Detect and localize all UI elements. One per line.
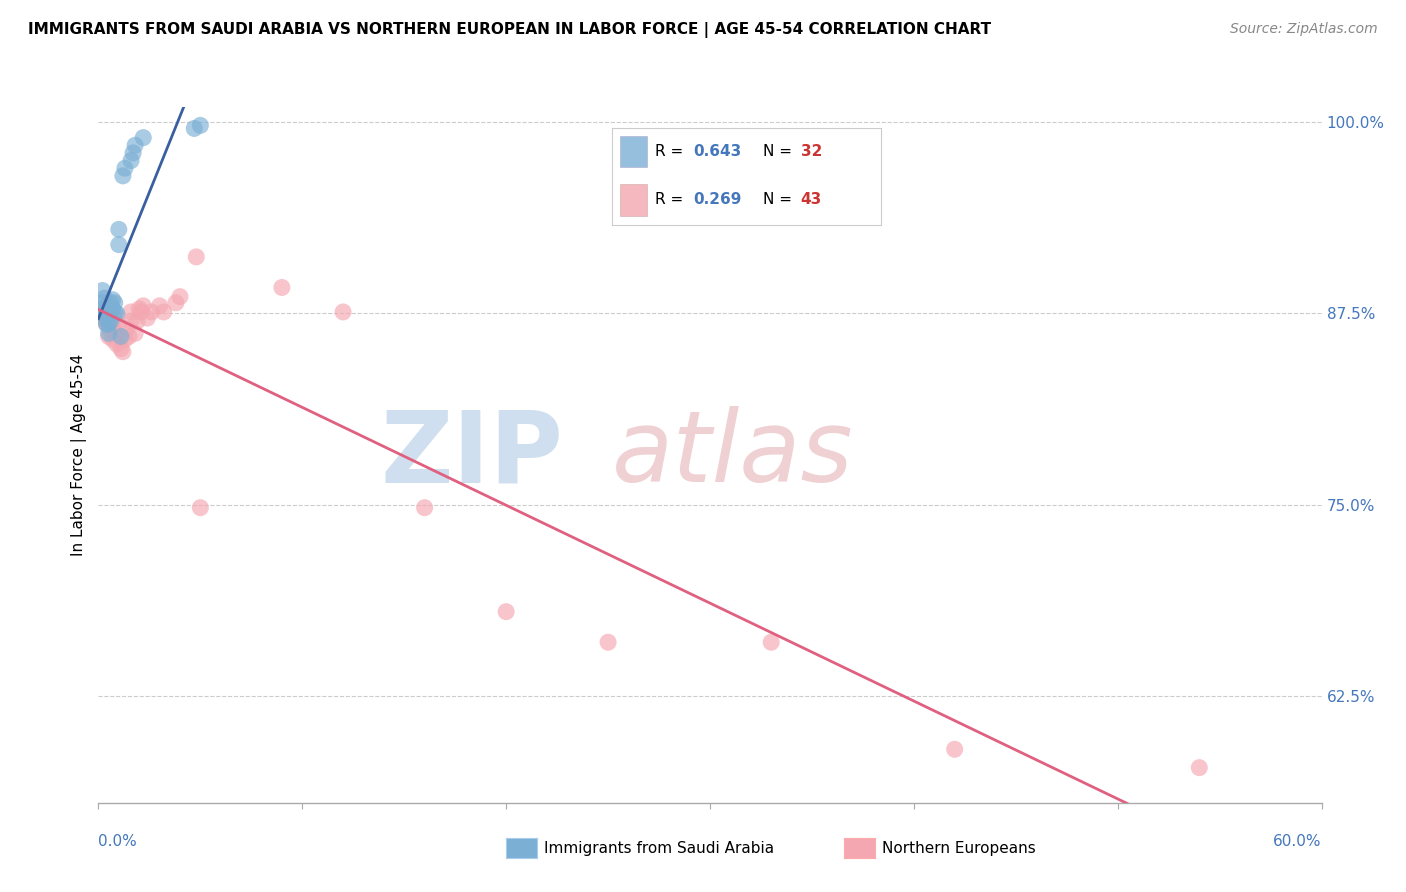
Point: [93, 311, 115, 326]
Point: [104, 311, 127, 326]
Point: [104, 305, 127, 319]
Point: [97, 317, 120, 331]
Point: [96, 299, 118, 313]
Point: [188, 119, 212, 133]
Text: ZIP: ZIP: [381, 407, 564, 503]
Point: [89, 301, 111, 316]
Point: [108, 222, 131, 236]
Point: [943, 742, 966, 756]
Point: [114, 161, 136, 176]
Point: [100, 305, 122, 319]
Point: [120, 153, 142, 168]
Point: [96, 317, 118, 331]
Point: [132, 130, 155, 145]
Text: Source: ZipAtlas.com: Source: ZipAtlas.com: [1230, 22, 1378, 37]
Point: [100, 314, 122, 328]
Point: [93, 314, 115, 328]
Point: [111, 344, 134, 359]
Point: [97, 299, 120, 313]
Point: [128, 301, 150, 316]
Point: [105, 306, 128, 320]
Text: Immigrants from Saudi Arabia: Immigrants from Saudi Arabia: [544, 841, 775, 855]
Text: IMMIGRANTS FROM SAUDI ARABIA VS NORTHERN EUROPEAN IN LABOR FORCE | AGE 45-54 COR: IMMIGRANTS FROM SAUDI ARABIA VS NORTHERN…: [28, 22, 991, 38]
Point: [141, 305, 163, 319]
Point: [101, 301, 124, 316]
Point: [120, 305, 142, 319]
Point: [413, 500, 436, 515]
Point: [598, 635, 620, 649]
Point: [152, 305, 174, 319]
Point: [101, 293, 124, 307]
Point: [188, 500, 212, 515]
Point: [97, 308, 120, 322]
Point: [89, 306, 111, 320]
Point: [110, 342, 132, 356]
Point: [101, 320, 124, 334]
Point: [270, 280, 294, 294]
Point: [120, 314, 142, 328]
Point: [100, 314, 122, 328]
Point: [165, 295, 187, 310]
Point: [104, 295, 127, 310]
Point: [97, 329, 120, 343]
Point: [136, 311, 159, 326]
Point: [108, 317, 131, 331]
Point: [96, 305, 118, 319]
Point: [91, 295, 114, 310]
Point: [149, 299, 172, 313]
Point: [115, 322, 138, 336]
Point: [97, 326, 120, 341]
Point: [96, 308, 118, 322]
Point: [96, 317, 118, 331]
Point: [761, 635, 783, 649]
Point: [105, 337, 128, 351]
Point: [100, 323, 122, 337]
Point: [93, 291, 115, 305]
Text: 0.0%: 0.0%: [98, 834, 138, 849]
Point: [93, 305, 115, 319]
Point: [122, 145, 145, 160]
Text: 60.0%: 60.0%: [1274, 834, 1322, 849]
Text: Northern Europeans: Northern Europeans: [882, 841, 1035, 855]
Point: [124, 138, 146, 153]
Point: [129, 305, 152, 319]
Point: [101, 333, 124, 347]
Point: [91, 311, 114, 326]
Point: [186, 250, 208, 264]
Point: [169, 290, 191, 304]
Point: [495, 605, 517, 619]
Point: [332, 305, 354, 319]
Point: [118, 329, 141, 343]
Point: [111, 169, 134, 183]
Y-axis label: In Labor Force | Age 45-54: In Labor Force | Age 45-54: [72, 354, 87, 556]
Text: atlas: atlas: [612, 407, 853, 503]
Point: [132, 299, 155, 313]
Point: [110, 329, 132, 343]
Point: [1188, 761, 1211, 775]
Point: [91, 284, 114, 298]
Point: [97, 311, 120, 326]
Point: [124, 326, 146, 341]
Point: [108, 237, 131, 252]
Point: [127, 314, 149, 328]
Point: [183, 121, 205, 136]
Point: [100, 295, 122, 310]
Point: [105, 326, 128, 341]
Point: [114, 333, 136, 347]
